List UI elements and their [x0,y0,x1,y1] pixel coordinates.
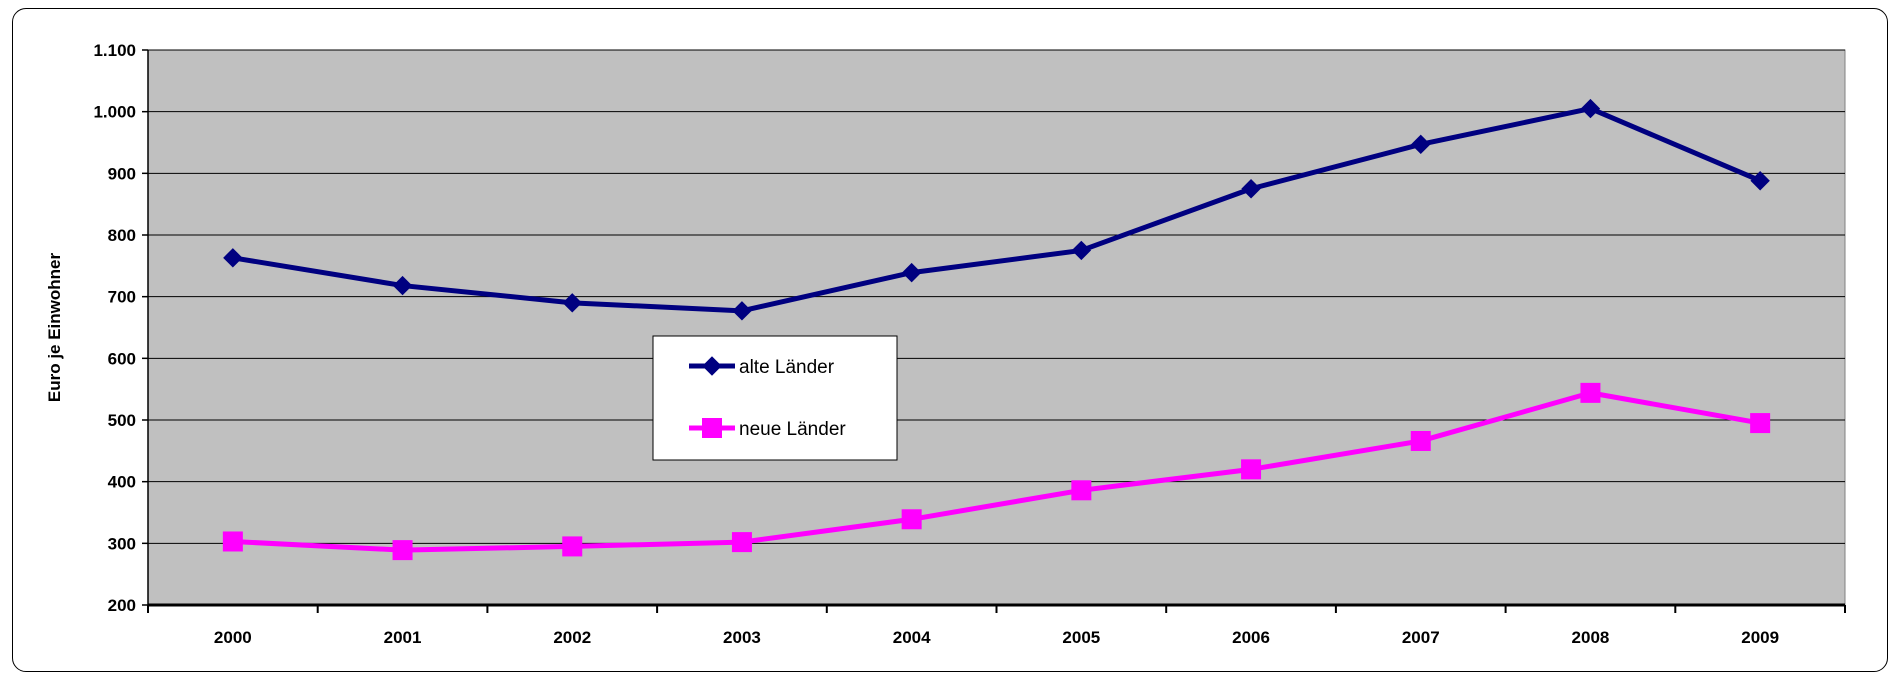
series-line [232,106,1762,314]
data-point [222,531,243,552]
x-tick-label: 2006 [1232,628,1270,647]
legend-label: neue Länder [739,419,846,440]
data-point [1411,134,1431,155]
data-point [1241,179,1261,199]
y-tick-label: 700 [108,288,136,307]
series-line [232,390,1761,553]
y-tick-label: 1.000 [93,103,136,122]
y-tick-label: 400 [108,473,136,492]
y-tick-label: 500 [108,411,136,430]
data-point [1580,382,1601,403]
data-point [901,509,922,530]
data-point [731,532,752,553]
legend: alte Länder neue Länder [652,335,898,461]
y-tick-label: 1.100 [93,41,136,60]
data-point [392,275,413,296]
x-tick-label: 2000 [214,628,252,647]
data-point [1580,98,1601,119]
x-tick-label: 2001 [384,628,422,647]
y-tick-label: 300 [108,534,136,553]
legend-label: alte Länder [739,357,835,378]
y-tick-label: 900 [108,164,136,183]
legend-item: alte Länder [689,356,835,378]
series-layer [222,98,1771,561]
data-point [1241,459,1262,480]
x-tick-label: 2003 [723,628,761,647]
x-tick-label: 2009 [1741,628,1779,647]
data-point [1071,480,1092,501]
x-tick-label: 2004 [893,628,931,647]
x-tick-label: 2008 [1572,628,1610,647]
legend-marker [702,418,722,438]
y-tick-label: 600 [108,349,136,368]
y-tick-label: 800 [108,226,136,245]
series-0 [223,98,1770,321]
y-tick-label: 200 [108,596,136,615]
data-point [901,262,922,283]
gridlines [148,49,1845,544]
data-point [223,248,243,268]
legend-marker [702,356,722,376]
legend-box [652,335,898,461]
y-axis-title: Euro je Einwohner [45,253,64,403]
series-1 [222,382,1771,561]
data-point [562,536,583,557]
x-tick-label: 2007 [1402,628,1440,647]
x-tick-label: 2002 [553,628,591,647]
data-point [392,540,413,561]
x-axis: 2000 2001 2002 2003 2004 2005 2006 2007 2008 2009 [147,603,1846,647]
data-point [562,293,582,313]
data-point [732,301,752,321]
y-axis: 200 300 400 500 600 700 800 900 1.000 1.100 [93,41,149,615]
plot-area [147,49,1846,606]
data-point [1750,413,1771,434]
data-point [1071,240,1092,261]
x-tick-label: 2005 [1062,628,1100,647]
data-point [1750,171,1770,191]
legend-item: neue Länder [689,418,846,440]
data-point [1410,430,1431,451]
